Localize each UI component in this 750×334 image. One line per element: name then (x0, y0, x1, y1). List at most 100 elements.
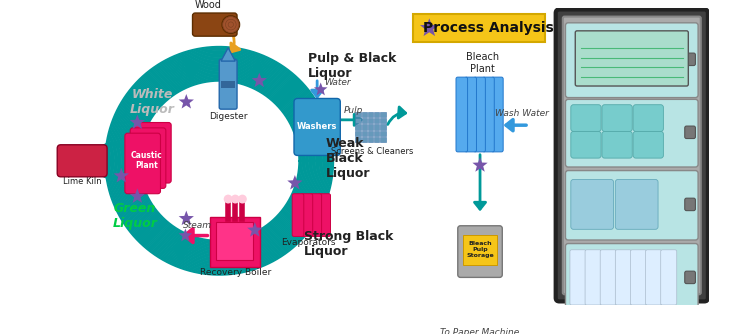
Bar (356, 124, 361, 130)
FancyBboxPatch shape (566, 243, 698, 313)
Bar (356, 131, 361, 136)
Text: Wash Water: Wash Water (495, 109, 549, 118)
FancyBboxPatch shape (413, 14, 545, 42)
Text: Wood: Wood (194, 0, 221, 10)
Text: Process Analysis: Process Analysis (423, 21, 554, 35)
FancyBboxPatch shape (210, 217, 260, 267)
Bar (374, 137, 380, 142)
FancyBboxPatch shape (685, 126, 695, 139)
Polygon shape (178, 228, 192, 241)
FancyBboxPatch shape (571, 105, 601, 131)
Text: Bleach
Pulp
Storage: Bleach Pulp Storage (466, 241, 494, 258)
FancyBboxPatch shape (602, 131, 632, 158)
Bar (362, 131, 367, 136)
Bar (368, 131, 374, 136)
FancyBboxPatch shape (193, 13, 237, 36)
FancyBboxPatch shape (566, 100, 698, 167)
FancyBboxPatch shape (301, 194, 313, 236)
FancyBboxPatch shape (615, 179, 658, 229)
FancyBboxPatch shape (646, 250, 662, 305)
FancyBboxPatch shape (575, 31, 688, 86)
Polygon shape (221, 48, 236, 61)
Circle shape (238, 195, 247, 203)
Polygon shape (314, 82, 328, 95)
Text: Bleach
Plant: Bleach Plant (466, 52, 500, 73)
Polygon shape (420, 18, 439, 36)
FancyBboxPatch shape (463, 235, 497, 265)
Bar (380, 131, 386, 136)
Polygon shape (252, 73, 267, 87)
Text: Screens & Cleaners: Screens & Cleaners (332, 147, 413, 156)
Text: Recovery Boiler: Recovery Boiler (200, 268, 271, 277)
Text: To Paper Machine: To Paper Machine (440, 328, 520, 334)
Polygon shape (130, 188, 145, 203)
Bar (380, 112, 386, 117)
Polygon shape (130, 115, 145, 129)
Bar (362, 124, 367, 130)
Bar (380, 118, 386, 123)
FancyBboxPatch shape (685, 271, 695, 284)
FancyBboxPatch shape (474, 77, 485, 152)
Bar (356, 137, 361, 142)
FancyBboxPatch shape (219, 59, 237, 109)
Text: Pulp & Black
Liquor: Pulp & Black Liquor (308, 52, 397, 80)
FancyBboxPatch shape (465, 77, 476, 152)
FancyBboxPatch shape (130, 128, 166, 188)
FancyBboxPatch shape (57, 145, 107, 177)
Circle shape (222, 16, 240, 33)
FancyBboxPatch shape (216, 222, 253, 260)
FancyBboxPatch shape (125, 133, 160, 194)
Text: Pulp: Pulp (344, 106, 363, 115)
FancyBboxPatch shape (562, 17, 700, 294)
Circle shape (224, 195, 232, 203)
FancyBboxPatch shape (294, 99, 340, 155)
Text: Steam: Steam (182, 221, 212, 230)
Bar (368, 118, 374, 123)
FancyBboxPatch shape (136, 123, 171, 183)
Polygon shape (287, 175, 302, 189)
FancyBboxPatch shape (633, 105, 664, 131)
FancyBboxPatch shape (633, 131, 664, 158)
Bar (362, 137, 367, 142)
FancyBboxPatch shape (685, 53, 695, 65)
FancyBboxPatch shape (221, 81, 236, 88)
FancyBboxPatch shape (615, 250, 632, 305)
Bar (368, 112, 374, 117)
Text: Lime Kiln: Lime Kiln (63, 177, 101, 186)
Text: Washers: Washers (297, 123, 338, 132)
Text: Evaporators: Evaporators (281, 238, 335, 247)
Bar (374, 131, 380, 136)
FancyBboxPatch shape (310, 194, 322, 236)
FancyBboxPatch shape (566, 23, 698, 98)
Bar (374, 124, 380, 130)
Polygon shape (248, 222, 262, 237)
FancyBboxPatch shape (571, 131, 601, 158)
Bar (362, 118, 367, 123)
Polygon shape (178, 94, 194, 109)
FancyBboxPatch shape (571, 179, 614, 229)
Text: Green
Liquor: Green Liquor (112, 202, 157, 230)
FancyBboxPatch shape (566, 171, 698, 240)
Text: Caustic
Plant: Caustic Plant (130, 151, 162, 170)
Text: Water: Water (324, 78, 351, 87)
Bar (380, 137, 386, 142)
FancyBboxPatch shape (556, 9, 708, 301)
Bar (362, 112, 367, 117)
Polygon shape (178, 211, 194, 225)
Text: Weak
Black
Liquor: Weak Black Liquor (326, 137, 370, 180)
FancyBboxPatch shape (600, 250, 616, 305)
Bar (356, 112, 361, 117)
Text: Strong Black
Liquor: Strong Black Liquor (304, 230, 393, 259)
Circle shape (231, 195, 240, 203)
Bar (368, 124, 374, 130)
FancyBboxPatch shape (458, 226, 503, 278)
FancyBboxPatch shape (631, 250, 646, 305)
Text: Digester: Digester (209, 112, 248, 121)
FancyBboxPatch shape (456, 77, 467, 152)
FancyBboxPatch shape (491, 77, 503, 152)
Bar (368, 137, 374, 142)
FancyBboxPatch shape (602, 105, 632, 131)
FancyBboxPatch shape (685, 198, 695, 211)
FancyBboxPatch shape (319, 194, 331, 236)
Text: White
Liquor: White Liquor (130, 88, 175, 116)
